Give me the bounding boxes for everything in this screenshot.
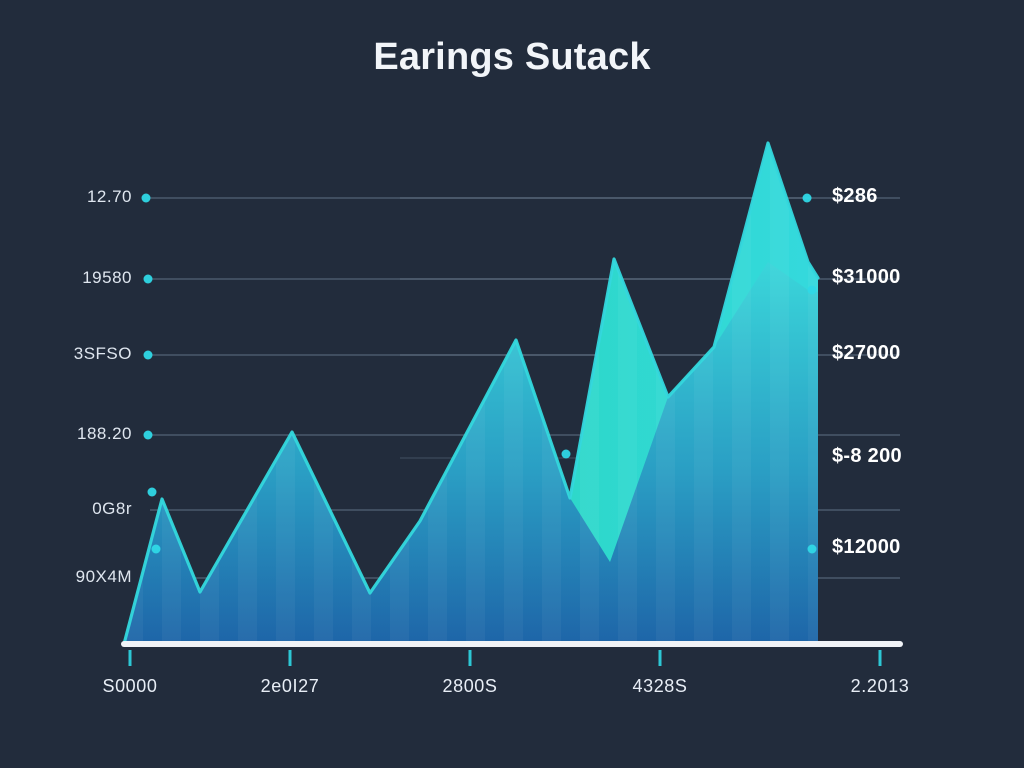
column-stripe [770,143,789,644]
column-stripe [542,143,561,644]
column-stripe [466,143,485,644]
data-marker [802,193,812,203]
area-series-lower [124,262,818,644]
x-axis-tick-label: 2e0I27 [260,676,320,696]
y-axis-left-tick-label: 188.20 [77,424,132,443]
data-marker [143,274,153,284]
x-axis-tick-label: 4328S [632,676,688,696]
x-axis-tick-label: 2.2013 [850,676,910,696]
data-marker [141,193,151,203]
column-stripe [314,143,333,644]
line-upper [122,141,820,646]
line-series-upper [122,141,820,646]
data-marker [807,544,817,554]
column-stripe [162,143,181,644]
x-axis-ticks [128,650,882,666]
y-axis-left-tick-label: 3SFSO [73,344,132,363]
column-stripe [808,143,818,644]
y-axis-left-tick-label: 19580 [82,268,132,287]
column-stripe [732,143,751,644]
column-stripe [618,143,637,644]
column-stripe [694,143,713,644]
y-axis-right-tick-label: $31000 [832,266,901,288]
column-stripe [276,143,295,644]
data-point-markers [141,193,817,554]
data-marker [143,350,153,360]
data-marker [143,430,153,440]
data-marker [561,449,571,459]
column-stripe [390,143,409,644]
y-axis-left-tick-label: 0G8r [92,499,132,518]
page-title: Earings Sutack [373,36,651,78]
column-stripe [428,143,447,644]
x-axis-tick-label: S0000 [102,676,158,696]
data-marker [151,544,161,554]
y-axis-left-tick-label: 12.70 [86,187,132,206]
data-marker [147,487,157,497]
y-axis-right-tick-label: $27000 [832,342,901,364]
column-stripe [238,143,257,644]
column-stripe [504,143,523,644]
area-lower-fill [124,262,818,644]
y-axis-right-tick-label: $12000 [832,536,901,558]
x-axis-tick-label: 2800S [442,676,498,696]
y-axis-left-tick-label: 90X4M [75,567,132,586]
data-marker [807,285,817,295]
y-axis-right-tick-label: $-8 200 [832,445,902,467]
y-axis-right-tick-label: $286 [832,185,878,207]
